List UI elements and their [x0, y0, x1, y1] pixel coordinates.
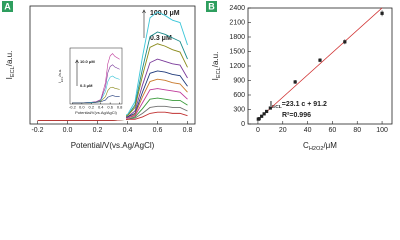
- x-tick-label: -0.2: [31, 127, 43, 134]
- x-tick-label: 0.4: [123, 127, 133, 134]
- y-tick-label: 600: [233, 92, 245, 99]
- plot-frame: [29, 5, 196, 125]
- x-tick-label: 0.4: [98, 105, 104, 110]
- x-tick-label: 0.6: [153, 127, 163, 134]
- y-tick-label: 1200: [229, 63, 245, 70]
- annotation: IECL=23.1 c + 91.2: [270, 101, 327, 110]
- x-tick-label: 40: [304, 127, 312, 134]
- x-tick-label: 0.6: [107, 105, 113, 110]
- y-axis-label: IECL/a.u.: [211, 52, 222, 81]
- y-tick-label: 300: [233, 106, 245, 113]
- x-tick-label: 0.8: [183, 127, 193, 134]
- panel-badge: [2, 1, 13, 12]
- figure: -0.2 0.0 0.2 0.4 0.6 0.8Potential/V(vs.Ag/AgC…: [2, 1, 393, 152]
- y-axis-label-main: I: [5, 77, 14, 79]
- annotation: 10.0 μM: [80, 59, 95, 64]
- x-tick-label: 100: [376, 127, 388, 134]
- plot-frame: [69, 47, 123, 105]
- y-tick-label: 2400: [229, 5, 245, 12]
- x-axis-label-sub: H2O2: [309, 146, 324, 152]
- data-point: [260, 114, 264, 118]
- annotation-rest: =23.1 c + 91.2: [282, 101, 327, 108]
- y-axis-label-rest: /a.u.: [5, 51, 14, 67]
- data-point: [257, 117, 261, 121]
- series-line: [37, 111, 188, 121]
- data-point: [380, 11, 384, 15]
- y-axis-label: IECL/a.u.: [5, 51, 16, 80]
- x-tick-label: 80: [353, 127, 361, 134]
- fit-line: [258, 7, 383, 120]
- annotation-arrowhead: [142, 9, 146, 14]
- data-point: [268, 106, 272, 110]
- x-tick-label: 0.2: [88, 105, 94, 110]
- data-point: [343, 40, 347, 44]
- x-axis-label-rest: /μM: [323, 141, 337, 150]
- inset-background: [56, 42, 126, 120]
- y-tick-label: 900: [233, 77, 245, 84]
- y-axis-label-sub: ECL: [60, 76, 64, 82]
- panel-label: B: [208, 1, 215, 11]
- y-axis-label-main: I: [211, 78, 220, 80]
- data-point: [265, 109, 269, 114]
- x-tick-label: -0.2: [69, 105, 77, 110]
- series-line: [72, 95, 120, 104]
- panel-badge: [206, 1, 217, 12]
- y-tick-label: 1800: [229, 34, 245, 41]
- x-tick-label: 20: [279, 127, 287, 134]
- y-tick-label: 1500: [229, 48, 245, 55]
- data-point: [262, 112, 266, 116]
- panel-label: A: [4, 1, 11, 11]
- y-axis-label-sub: ECL: [216, 67, 222, 78]
- x-axis-label: Potential/V(vs.Ag/AgCl): [71, 141, 155, 150]
- annotation: 0.3 μM: [150, 35, 172, 42]
- series-line: [72, 75, 120, 104]
- x-tick-label: 0.0: [79, 105, 85, 110]
- annotation: 0.3 μM: [80, 83, 93, 88]
- data-point: [318, 58, 322, 62]
- annotation: 100.0 μM: [150, 10, 180, 17]
- y-tick-label: 0: [241, 121, 245, 128]
- y-axis-label: IECL/a.u.: [57, 69, 64, 83]
- y-axis-label-rest: /a.u.: [211, 52, 220, 68]
- x-tick-label: 0: [256, 127, 260, 134]
- x-tick-label: 60: [329, 127, 337, 134]
- annotation-arrowhead: [75, 59, 79, 64]
- y-axis-label-sub: ECL: [10, 66, 16, 77]
- data-point: [293, 80, 297, 84]
- x-axis-label: CH2O2/μM: [303, 141, 337, 152]
- y-axis-label-main: I: [57, 82, 62, 83]
- x-tick-label: 0.2: [93, 127, 103, 134]
- annotation: R²=0.996: [282, 112, 311, 119]
- x-axis-label-main: C: [303, 141, 309, 150]
- y-axis-label-rest: /a.u.: [57, 69, 62, 77]
- annotation-sub: ECL: [272, 104, 282, 110]
- x-tick-label: 0.0: [63, 127, 73, 134]
- annotation-main: I: [270, 101, 272, 108]
- y-tick-label: 2100: [229, 19, 245, 26]
- x-tick-label: 0.8: [117, 105, 123, 110]
- x-axis-label: Potential/V(vs.Ag/AgCl): [75, 110, 117, 115]
